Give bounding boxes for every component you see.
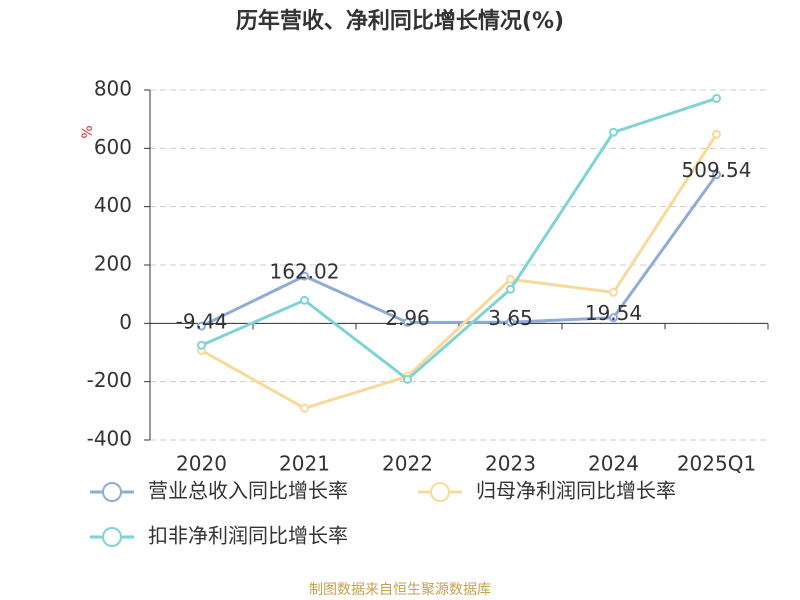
legend-marker — [102, 527, 122, 547]
data-label: 162.02 — [270, 260, 340, 284]
y-tick-label: 200 — [94, 252, 132, 276]
data-point — [712, 170, 721, 180]
data-point — [609, 313, 618, 323]
x-tick-label: 2020 — [176, 452, 227, 476]
data-point — [712, 93, 721, 103]
y-tick-label: 400 — [94, 193, 132, 217]
series-line — [200, 173, 718, 328]
data-label: 19.54 — [585, 301, 642, 325]
data-point — [197, 340, 206, 350]
y-tick-label: -200 — [87, 368, 132, 392]
data-point — [300, 295, 309, 305]
y-tick-label: -400 — [87, 427, 132, 451]
y-tick-label: 0 — [119, 310, 132, 334]
series-line — [200, 97, 717, 382]
x-tick-label: 2022 — [382, 452, 433, 476]
data-point — [609, 287, 618, 297]
data-point — [506, 317, 515, 327]
legend-label: 营业总收入同比增长率 — [148, 479, 348, 503]
chart-title: 历年营收、净利同比增长情况(%) — [236, 8, 564, 34]
legend-label: 扣非净利润同比增长率 — [148, 524, 348, 548]
data-point — [712, 129, 721, 139]
data-point — [506, 284, 515, 294]
source-note: 制图数据来自恒生聚源数据库 — [309, 582, 491, 598]
y-unit: % — [80, 125, 96, 138]
data-point — [300, 271, 309, 281]
data-label: -9.44 — [176, 310, 228, 334]
series-line — [200, 133, 718, 410]
data-point — [403, 317, 412, 327]
data-label: 2.96 — [385, 306, 430, 330]
y-tick-label: 800 — [94, 77, 132, 101]
data-point — [197, 321, 206, 331]
legend-marker — [102, 482, 122, 502]
data-point — [403, 374, 412, 384]
x-tick-label: 2025Q1 — [677, 452, 756, 476]
data-label: 509.54 — [682, 158, 752, 182]
data-point — [609, 127, 618, 137]
x-tick-label: 2021 — [279, 452, 330, 476]
data-point — [300, 403, 309, 413]
data-label: 3.65 — [488, 306, 533, 330]
legend-marker — [430, 482, 450, 502]
y-tick-label: 600 — [94, 135, 132, 159]
legend-label: 归母净利润同比增长率 — [476, 479, 676, 503]
x-tick-label: 2023 — [485, 452, 536, 476]
data-point — [506, 274, 515, 284]
x-tick-label: 2024 — [588, 452, 639, 476]
